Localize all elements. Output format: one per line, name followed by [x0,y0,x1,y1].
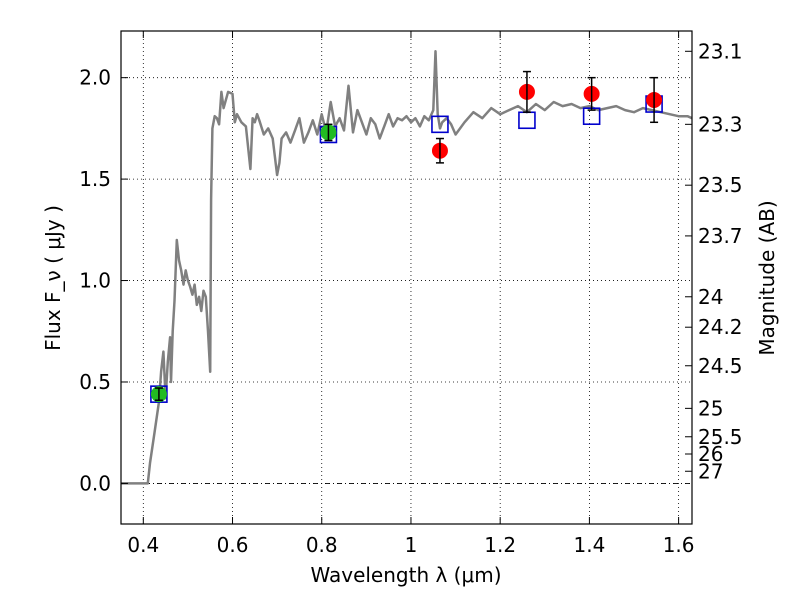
ticks-group [121,31,692,524]
tick-labels-group: 0.4 0.6 0.8 1 1.2 1.4 1.6 0.0 0.5 1.0 1.5 2.0 23.1 23… [79,39,742,557]
y2-tick-label-2: 23.5 [698,173,743,197]
y-tick-label-4: 2.0 [79,66,111,90]
y2-tick-label-10: 27 [698,459,723,483]
x-tick-label-3: 1 [405,533,418,557]
y-axis-label-group: Flux F_ν ( μJy ) [41,205,65,351]
observed-points-group [150,70,663,403]
y2-tick-label-7: 25 [698,396,723,420]
y-axis-label: Flux F_ν ( μJy ) [41,205,65,351]
x-tick-label-2: 0.8 [306,533,338,557]
y2-tick-label-6: 24.5 [698,354,743,378]
y-tick-label-0: 0.0 [79,471,111,495]
y2-tick-label-1: 23.3 [698,112,743,136]
plot-frame [120,30,693,525]
y-tick-label-3: 1.5 [79,167,111,191]
y2-tick-label-9: 26 [698,442,723,466]
x-tick-label-1: 0.6 [217,533,249,557]
y-tick-label-1: 0.5 [79,370,111,394]
y2-tick-label-0: 23.1 [698,39,743,63]
y2-tick-label-4: 24 [698,285,723,309]
y2-tick-label-3: 23.7 [698,224,743,248]
y2-tick-label-8: 25.5 [698,425,743,449]
y2-tick-label-5: 24.2 [698,315,743,339]
x-tick-label-4: 1.2 [484,533,516,557]
x-tick-label-0: 0.4 [127,533,159,557]
y2-axis-label-group: Magnitude (AB) [755,200,779,355]
model-spectrum-group [121,50,693,485]
x-axis-label: Wavelength λ (μm) [310,563,501,587]
model-spectrum-line [121,50,693,485]
x-tick-label-5: 1.4 [573,533,605,557]
x-tick-label-6: 1.6 [663,533,695,557]
y-tick-label-2: 1.0 [79,269,111,293]
y2-axis-label: Magnitude (AB) [755,200,779,355]
model-box-2 [431,115,449,134]
